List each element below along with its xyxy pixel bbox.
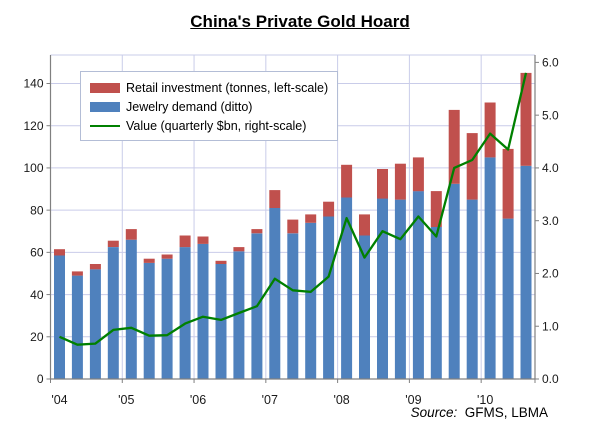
right-tick-label: 3.0 xyxy=(542,214,559,228)
left-tick-label: 0 xyxy=(37,372,44,386)
retail-bar-segment xyxy=(287,219,299,234)
retail-bar-segment xyxy=(484,102,496,158)
left-tick-label: 20 xyxy=(30,330,44,344)
value-line xyxy=(59,72,528,346)
jewelry-bar-segment xyxy=(466,199,478,379)
retail-bar-segment xyxy=(448,109,460,184)
x-year-label: '05 xyxy=(118,393,134,407)
jewelry-bar-segment xyxy=(179,247,191,379)
retail-bar-segment xyxy=(502,148,514,219)
jewelry-bar-segment xyxy=(215,264,227,379)
right-tick-label: 4.0 xyxy=(542,161,559,175)
right-tick-label: 1.0 xyxy=(542,319,559,333)
retail-bar-segment xyxy=(305,214,317,223)
x-year-label: '08 xyxy=(333,393,349,407)
right-tick-label: 5.0 xyxy=(542,108,559,122)
jewelry-bar-segment xyxy=(394,199,406,379)
value-line-swatch-icon xyxy=(90,124,120,127)
jewelry-bar-segment xyxy=(125,239,137,379)
retail-bar-segment xyxy=(197,236,209,244)
left-tick-label: 140 xyxy=(23,77,43,91)
retail-bar-segment xyxy=(179,235,191,248)
left-tick-label: 120 xyxy=(23,119,43,133)
right-tick-label: 0.0 xyxy=(542,372,559,386)
jewelry-bar-segment xyxy=(287,233,299,379)
jewelry-bar-segment xyxy=(143,262,155,379)
retail-bar-segment xyxy=(233,247,245,252)
jewelry-bar-segment xyxy=(89,269,101,379)
retail-bar-segment xyxy=(251,229,263,234)
chart-title: China's Private Gold Hoard xyxy=(0,12,600,32)
retail-bar-segment xyxy=(412,157,424,192)
legend-item-jewelry: Jewelry demand (ditto) xyxy=(90,97,328,116)
chart-title-text: China's Private Gold Hoard xyxy=(190,12,410,31)
retail-bar-segment xyxy=(143,258,155,263)
legend-item-value: Value (quarterly $bn, right-scale) xyxy=(90,116,328,135)
retail-bar-segment xyxy=(359,214,370,236)
legend-label-retail: Retail investment (tonnes, left-scale) xyxy=(126,80,329,95)
retail-bar-segment xyxy=(161,254,173,259)
x-year-label: '09 xyxy=(405,393,421,407)
retail-bar-segment xyxy=(107,240,119,247)
jewelry-bar-segment xyxy=(341,197,353,379)
retail-bar-segment xyxy=(520,72,532,166)
left-tick-label: 100 xyxy=(23,161,43,175)
right-tick-label: 2.0 xyxy=(542,267,559,281)
retail-bar-segment xyxy=(71,271,83,276)
retail-bar-segment xyxy=(377,169,388,199)
legend: Retail investment (tonnes, left-scale) J… xyxy=(80,71,339,141)
jewelry-bar-segment xyxy=(359,235,370,379)
jewelry-bar-segment xyxy=(54,255,65,379)
jewelry-bar-segment xyxy=(107,247,119,379)
retail-bar-segment xyxy=(54,249,65,256)
x-year-label: '07 xyxy=(262,393,278,407)
source-note: Source: GFMS, LBMA xyxy=(411,405,548,420)
left-tick-label: 80 xyxy=(30,203,44,217)
jewelry-bar-segment xyxy=(323,216,335,379)
jewelry-bar-segment xyxy=(233,251,245,379)
retail-bar-segment xyxy=(89,264,101,270)
retail-bar-segment xyxy=(269,190,281,208)
left-tick-label: 60 xyxy=(30,246,44,260)
jewelry-bar-segment xyxy=(412,191,424,379)
retail-bar-segment xyxy=(215,260,227,264)
jewelry-bar-segment xyxy=(305,222,317,379)
retail-bar-segment xyxy=(341,164,353,198)
source-prefix: Source: xyxy=(410,405,458,420)
legend-label-jewelry: Jewelry demand (ditto) xyxy=(126,99,253,114)
jewelry-bar-segment xyxy=(520,165,532,379)
retail-bar-segment xyxy=(125,229,137,240)
jewelry-bar-segment xyxy=(430,227,442,379)
jewelry-bar-segment xyxy=(269,208,281,379)
jewelry-bar-segment xyxy=(161,258,173,379)
jewelry-swatch-icon xyxy=(90,101,120,112)
jewelry-bar-segment xyxy=(502,218,514,379)
x-year-label: '06 xyxy=(190,393,206,407)
legend-label-value: Value (quarterly $bn, right-scale) xyxy=(126,118,307,133)
right-tick-label: 6.0 xyxy=(542,56,559,70)
jewelry-bar-segment xyxy=(197,243,209,379)
source-value: GFMS, LBMA xyxy=(464,405,548,420)
retail-swatch-icon xyxy=(90,82,120,93)
jewelry-bar-segment xyxy=(71,275,83,379)
x-year-label: '10 xyxy=(477,393,493,407)
retail-bar-segment xyxy=(466,133,478,200)
retail-bar-segment xyxy=(323,201,335,217)
retail-bar-segment xyxy=(394,163,406,200)
legend-item-retail: Retail investment (tonnes, left-scale) xyxy=(90,78,328,97)
retail-bar-segment xyxy=(430,191,442,227)
jewelry-bar-segment xyxy=(377,198,388,379)
jewelry-bar-segment xyxy=(484,157,496,379)
x-year-label: '04 xyxy=(51,393,67,407)
left-tick-label: 40 xyxy=(30,288,44,302)
jewelry-bar-segment xyxy=(448,183,460,379)
